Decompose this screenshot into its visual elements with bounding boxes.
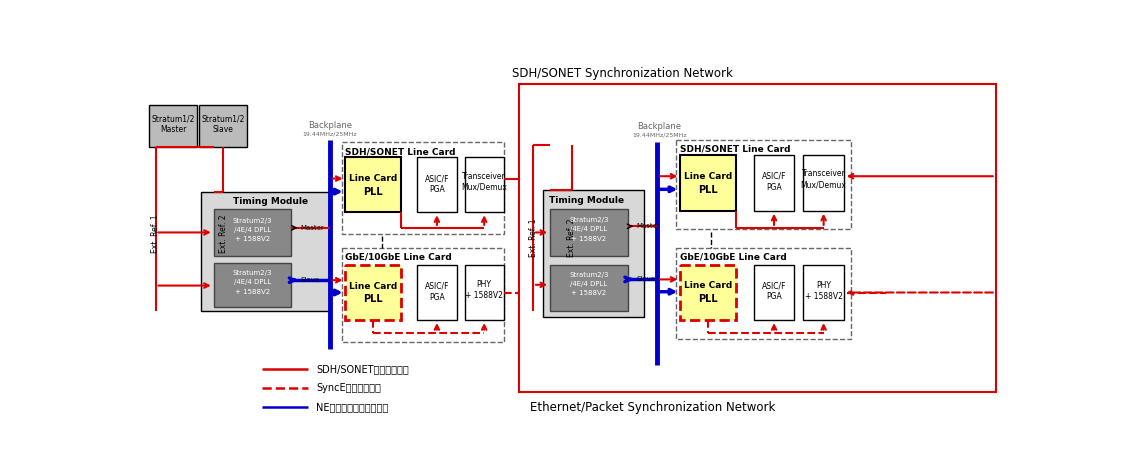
Bar: [346, 157, 401, 212]
Text: PGA: PGA: [429, 185, 445, 194]
Bar: [753, 265, 794, 320]
Text: Slave: Slave: [300, 277, 320, 283]
Text: Stratum1/2: Stratum1/2: [202, 115, 245, 124]
Bar: [753, 155, 794, 211]
Text: Transceiver: Transceiver: [462, 172, 506, 181]
Text: Master: Master: [636, 223, 659, 229]
Text: Transceiver: Transceiver: [802, 169, 845, 178]
Text: Ext. Ref. 1: Ext. Ref. 1: [528, 219, 537, 257]
Text: PLL: PLL: [698, 185, 718, 195]
Text: Ethernet/Packet Synchronization Network: Ethernet/Packet Synchronization Network: [530, 401, 776, 414]
Text: Backplane: Backplane: [638, 122, 681, 131]
Text: Stratum2/3: Stratum2/3: [569, 217, 608, 223]
Text: Mux/Demux: Mux/Demux: [801, 180, 846, 189]
Bar: [341, 248, 504, 342]
Text: PHY: PHY: [816, 281, 832, 290]
Text: Backplane: Backplane: [308, 121, 352, 130]
Text: Slave: Slave: [213, 125, 233, 134]
Bar: [214, 210, 291, 255]
Text: + 1588V2: + 1588V2: [466, 291, 503, 300]
Text: SDH/SONET Line Card: SDH/SONET Line Card: [346, 147, 455, 156]
Text: PLL: PLL: [364, 294, 383, 304]
Bar: [519, 84, 996, 392]
Text: PGA: PGA: [429, 292, 445, 301]
Text: PGA: PGA: [766, 292, 782, 301]
Bar: [341, 142, 504, 234]
Text: Stratum1/2: Stratum1/2: [152, 115, 195, 124]
Text: + 1588V2: + 1588V2: [235, 289, 270, 295]
Text: /4E/4 DPLL: /4E/4 DPLL: [233, 227, 271, 233]
Text: Stratum2/3: Stratum2/3: [232, 218, 272, 224]
Text: Ext. Ref. 1: Ext. Ref. 1: [151, 215, 160, 253]
Text: PHY: PHY: [477, 280, 492, 289]
Text: /4E/4 DPLL: /4E/4 DPLL: [233, 280, 271, 285]
Text: Timing Module: Timing Module: [550, 196, 624, 205]
Text: + 1588V2: + 1588V2: [235, 237, 270, 242]
Text: + 1588V2: + 1588V2: [804, 292, 843, 301]
Text: Stratum2/3: Stratum2/3: [232, 270, 272, 276]
Bar: [199, 105, 247, 147]
Bar: [214, 263, 291, 307]
Text: Line Card: Line Card: [349, 282, 398, 291]
Text: ASIC/F: ASIC/F: [761, 281, 786, 290]
Text: 19.44MHz/25MHz: 19.44MHz/25MHz: [632, 132, 687, 137]
Text: SDH/SONET Line Card: SDH/SONET Line Card: [680, 145, 791, 154]
Bar: [150, 105, 197, 147]
Bar: [465, 157, 503, 212]
Text: PLL: PLL: [698, 294, 718, 304]
Text: Master: Master: [160, 125, 187, 134]
Text: NE网络设备备份时钟路径: NE网络设备备份时钟路径: [316, 402, 389, 412]
Text: Stratum2/3: Stratum2/3: [569, 272, 608, 278]
Text: SDH/SONET Synchronization Network: SDH/SONET Synchronization Network: [512, 67, 733, 80]
Text: /4E/4 DPLL: /4E/4 DPLL: [570, 227, 607, 232]
Text: PGA: PGA: [766, 182, 782, 191]
Text: ASIC/F: ASIC/F: [761, 172, 786, 181]
Text: Timing Module: Timing Module: [233, 197, 308, 206]
Text: + 1588V2: + 1588V2: [571, 236, 606, 242]
Bar: [202, 191, 330, 311]
Bar: [676, 140, 851, 228]
Text: Ext. Ref. 2: Ext. Ref. 2: [568, 219, 577, 257]
Bar: [550, 265, 628, 311]
Text: /4E/4 DPLL: /4E/4 DPLL: [570, 281, 607, 287]
Text: PLL: PLL: [364, 187, 383, 197]
Bar: [680, 155, 736, 211]
Text: SyncE时钟同步路径: SyncE时钟同步路径: [316, 383, 381, 393]
Bar: [550, 209, 628, 256]
Bar: [680, 265, 736, 320]
Bar: [803, 265, 844, 320]
Bar: [465, 265, 503, 320]
Text: ASIC/F: ASIC/F: [425, 174, 449, 183]
Bar: [417, 265, 457, 320]
Text: GbE/10GbE Line Card: GbE/10GbE Line Card: [680, 253, 787, 262]
Text: Line Card: Line Card: [684, 172, 732, 181]
Text: Slave: Slave: [636, 276, 655, 283]
Bar: [803, 155, 844, 211]
Bar: [676, 248, 851, 339]
Bar: [417, 157, 457, 212]
Text: Mux/Demux: Mux/Demux: [461, 182, 508, 191]
Text: Line Card: Line Card: [349, 174, 398, 183]
Bar: [346, 265, 401, 320]
Text: Ext. Ref. 2: Ext. Ref. 2: [219, 215, 228, 253]
Text: SDH/SONET时钟同步路径: SDH/SONET时钟同步路径: [316, 364, 409, 374]
Text: + 1588V2: + 1588V2: [571, 290, 606, 296]
Text: ASIC/F: ASIC/F: [425, 282, 449, 291]
Text: Line Card: Line Card: [684, 281, 732, 290]
Text: GbE/10GbE Line Card: GbE/10GbE Line Card: [346, 253, 452, 262]
Text: Master: Master: [300, 225, 324, 231]
Bar: [543, 190, 644, 317]
Text: 19.44MHz/25MHz: 19.44MHz/25MHz: [303, 131, 357, 137]
